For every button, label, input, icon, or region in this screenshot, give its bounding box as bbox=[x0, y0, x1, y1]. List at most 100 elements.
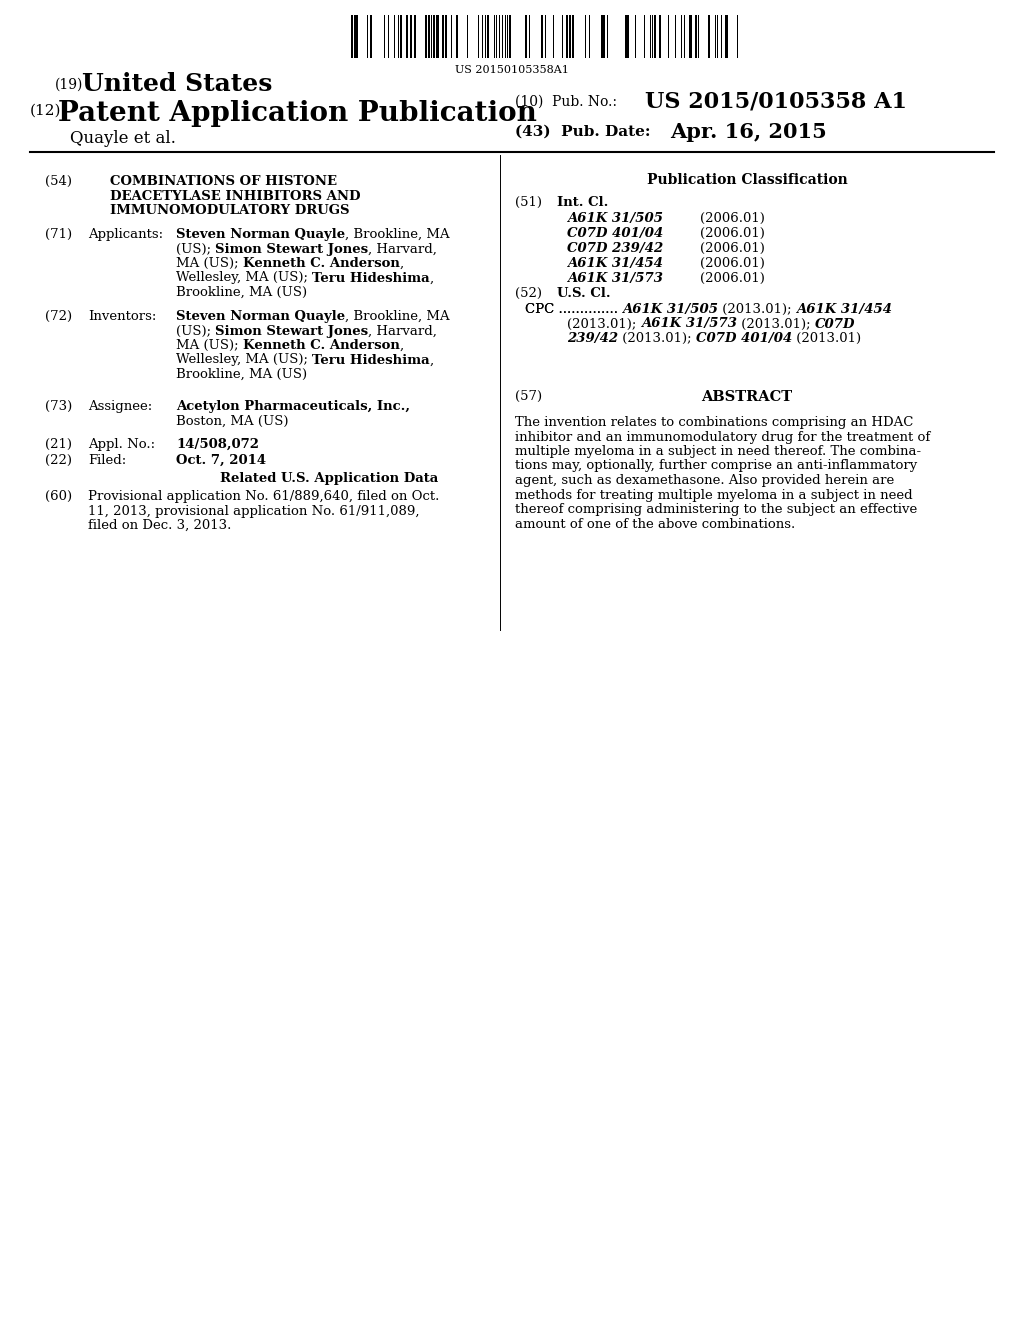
Bar bbox=[428, 15, 430, 58]
Text: Teru Hideshima: Teru Hideshima bbox=[312, 272, 430, 285]
Text: ,: , bbox=[399, 257, 403, 271]
Bar bbox=[654, 15, 656, 58]
Bar bbox=[572, 15, 574, 58]
Text: Steven Norman Quayle: Steven Norman Quayle bbox=[176, 228, 345, 242]
Bar bbox=[425, 15, 427, 58]
Text: tions may, optionally, further comprise an anti-inflammatory: tions may, optionally, further comprise … bbox=[515, 459, 918, 473]
Bar bbox=[659, 15, 662, 58]
Bar bbox=[689, 15, 692, 58]
Text: A61K 31/505: A61K 31/505 bbox=[567, 213, 663, 224]
Text: CPC ..............: CPC .............. bbox=[525, 304, 623, 315]
Text: Appl. No.:: Appl. No.: bbox=[88, 438, 155, 451]
Text: (51): (51) bbox=[515, 195, 542, 209]
Bar bbox=[445, 15, 447, 58]
Text: Teru Hideshima: Teru Hideshima bbox=[312, 354, 430, 367]
Text: multiple myeloma in a subject in need thereof. The combina-: multiple myeloma in a subject in need th… bbox=[515, 445, 922, 458]
Text: inhibitor and an immunomodulatory drug for the treatment of: inhibitor and an immunomodulatory drug f… bbox=[515, 430, 930, 444]
Text: MA (US);: MA (US); bbox=[176, 339, 243, 352]
Bar bbox=[487, 15, 489, 58]
Text: A61K 31/573: A61K 31/573 bbox=[567, 272, 663, 285]
Text: Publication Classification: Publication Classification bbox=[646, 173, 848, 187]
Bar bbox=[625, 15, 629, 58]
Text: (2013.01);: (2013.01); bbox=[567, 318, 641, 330]
Text: (2006.01): (2006.01) bbox=[700, 213, 765, 224]
Text: Brookline, MA (US): Brookline, MA (US) bbox=[176, 286, 307, 300]
Bar bbox=[695, 15, 697, 58]
Text: thereof comprising administering to the subject an effective: thereof comprising administering to the … bbox=[515, 503, 918, 516]
Text: The invention relates to combinations comprising an HDAC: The invention relates to combinations co… bbox=[515, 416, 913, 429]
Text: ,: , bbox=[399, 339, 403, 352]
Text: A61K 31/454: A61K 31/454 bbox=[567, 257, 663, 271]
Text: Assignee:: Assignee: bbox=[88, 400, 153, 413]
Text: C07D: C07D bbox=[814, 318, 855, 330]
Text: (60): (60) bbox=[45, 490, 72, 503]
Text: (US);: (US); bbox=[176, 243, 215, 256]
Text: C07D 401/04: C07D 401/04 bbox=[696, 333, 793, 345]
Text: , Brookline, MA: , Brookline, MA bbox=[345, 310, 450, 323]
Text: DEACETYLASE INHIBITORS AND: DEACETYLASE INHIBITORS AND bbox=[110, 190, 360, 202]
Text: 239/42: 239/42 bbox=[567, 333, 618, 345]
Text: Inventors:: Inventors: bbox=[88, 310, 157, 323]
Text: filed on Dec. 3, 2013.: filed on Dec. 3, 2013. bbox=[88, 519, 231, 532]
Text: Acetylon Pharmaceuticals, Inc.,: Acetylon Pharmaceuticals, Inc., bbox=[176, 400, 410, 413]
Text: Wellesley, MA (US);: Wellesley, MA (US); bbox=[176, 272, 312, 285]
Text: A61K 31/573: A61K 31/573 bbox=[641, 318, 736, 330]
Text: 14/508,072: 14/508,072 bbox=[176, 438, 259, 451]
Bar bbox=[509, 15, 511, 58]
Text: United States: United States bbox=[82, 73, 272, 96]
Text: , Brookline, MA: , Brookline, MA bbox=[345, 228, 450, 242]
Text: , Harvard,: , Harvard, bbox=[369, 243, 437, 256]
Text: ,: , bbox=[430, 272, 434, 285]
Text: A61K 31/505: A61K 31/505 bbox=[623, 304, 718, 315]
Text: (2013.01);: (2013.01); bbox=[718, 304, 796, 315]
Text: Quayle et al.: Quayle et al. bbox=[70, 129, 176, 147]
Bar bbox=[456, 15, 458, 58]
Text: (52): (52) bbox=[515, 286, 542, 300]
Text: Brookline, MA (US): Brookline, MA (US) bbox=[176, 368, 307, 381]
Text: Oct. 7, 2014: Oct. 7, 2014 bbox=[176, 454, 266, 467]
Text: ,: , bbox=[430, 354, 434, 367]
Text: IMMUNOMODULATORY DRUGS: IMMUNOMODULATORY DRUGS bbox=[110, 205, 349, 216]
Text: Steven Norman Quayle: Steven Norman Quayle bbox=[176, 310, 345, 323]
Bar bbox=[566, 15, 568, 58]
Bar bbox=[436, 15, 439, 58]
Bar bbox=[406, 15, 408, 58]
Text: (73): (73) bbox=[45, 400, 73, 413]
Text: (12): (12) bbox=[30, 104, 61, 117]
Text: (2006.01): (2006.01) bbox=[700, 257, 765, 271]
Text: (2006.01): (2006.01) bbox=[700, 242, 765, 255]
Text: A61K 31/454: A61K 31/454 bbox=[796, 304, 892, 315]
Text: (2006.01): (2006.01) bbox=[700, 227, 765, 240]
Text: (US);: (US); bbox=[176, 325, 215, 338]
Bar bbox=[351, 15, 353, 58]
Text: agent, such as dexamethasone. Also provided herein are: agent, such as dexamethasone. Also provi… bbox=[515, 474, 894, 487]
Text: Wellesley, MA (US);: Wellesley, MA (US); bbox=[176, 354, 312, 367]
Bar bbox=[370, 15, 372, 58]
Text: (2013.01);: (2013.01); bbox=[736, 318, 814, 330]
Bar bbox=[725, 15, 728, 58]
Bar bbox=[414, 15, 416, 58]
Text: (2013.01): (2013.01) bbox=[793, 333, 861, 345]
Text: US 2015/0105358 A1: US 2015/0105358 A1 bbox=[645, 90, 907, 112]
Text: , Harvard,: , Harvard, bbox=[369, 325, 437, 338]
Bar bbox=[601, 15, 605, 58]
Text: Applicants:: Applicants: bbox=[88, 228, 163, 242]
Bar bbox=[525, 15, 527, 58]
Text: CPC ..............: CPC .............. bbox=[525, 304, 623, 315]
Text: 11, 2013, provisional application No. 61/911,089,: 11, 2013, provisional application No. 61… bbox=[88, 504, 420, 517]
Text: methods for treating multiple myeloma in a subject in need: methods for treating multiple myeloma in… bbox=[515, 488, 912, 502]
Text: (43)  Pub. Date:: (43) Pub. Date: bbox=[515, 125, 650, 139]
Text: Kenneth C. Anderson: Kenneth C. Anderson bbox=[243, 257, 399, 271]
Bar bbox=[400, 15, 402, 58]
Text: amount of one of the above combinations.: amount of one of the above combinations. bbox=[515, 517, 796, 531]
Text: U.S. Cl.: U.S. Cl. bbox=[557, 286, 610, 300]
Text: Related U.S. Application Data: Related U.S. Application Data bbox=[220, 473, 438, 484]
Text: Patent Application Publication: Patent Application Publication bbox=[58, 100, 537, 127]
Text: (2013.01);: (2013.01); bbox=[618, 333, 696, 345]
Text: COMBINATIONS OF HISTONE: COMBINATIONS OF HISTONE bbox=[110, 176, 337, 187]
Text: (71): (71) bbox=[45, 228, 72, 242]
Text: (10)  Pub. No.:: (10) Pub. No.: bbox=[515, 95, 617, 110]
Bar bbox=[569, 15, 571, 58]
Text: US 20150105358A1: US 20150105358A1 bbox=[455, 65, 569, 75]
Text: Boston, MA (US): Boston, MA (US) bbox=[176, 414, 289, 428]
